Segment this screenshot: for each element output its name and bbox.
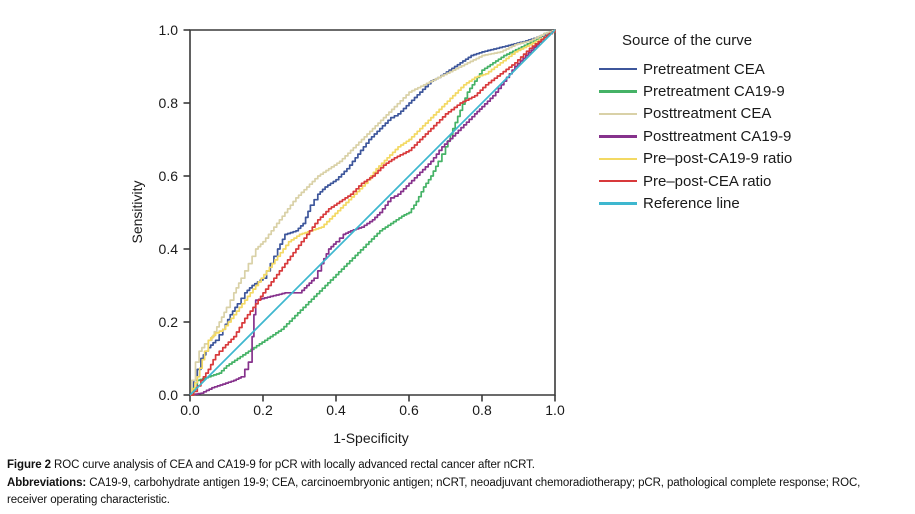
legend-label: Pre–post-CEA ratio <box>643 172 772 190</box>
caption-line-2: Abbreviations: CA19-9, carbohydrate anti… <box>7 475 912 493</box>
caption-abbrev-text-1: CA19-9, carbohydrate antigen 19-9; CEA, … <box>89 476 861 489</box>
y-tick-label: 0.4 <box>158 241 178 257</box>
legend-swatch <box>599 157 637 160</box>
roc-curve-pretreatment-ca19-9 <box>190 30 556 396</box>
x-tick-label: 0.2 <box>253 402 273 418</box>
legend-item-pretreatment-cea: Pretreatment CEA <box>599 58 829 80</box>
legend-item-posttreatment-cea: Posttreatment CEA <box>599 103 829 125</box>
legend-item-posttreatment-ca19-9: Posttreatment CA19-9 <box>599 125 829 147</box>
roc-curve-pre-post-cea-ratio <box>190 30 556 396</box>
legend-item-pretreatment-ca19-9: Pretreatment CA19-9 <box>599 80 829 102</box>
caption-abbrev-label: Abbreviations: <box>7 476 87 489</box>
x-tick-label: 0.8 <box>472 402 492 418</box>
legend-label: Pretreatment CA19-9 <box>643 83 785 101</box>
x-tick-label: 0.6 <box>399 402 419 418</box>
roc-curve-posttreatment-cea <box>190 30 556 396</box>
legend-swatch <box>599 202 637 205</box>
y-tick-label: 0.8 <box>158 95 178 111</box>
legend-swatch <box>599 112 637 116</box>
x-tick-label: 0.4 <box>326 402 346 418</box>
legend-item-reference-line: Reference line <box>599 192 829 214</box>
legend-label: Posttreatment CEA <box>643 105 772 123</box>
legend-swatch <box>599 90 637 93</box>
legend-label: Pretreatment CEA <box>643 60 765 78</box>
legend-label: Reference line <box>643 195 740 213</box>
figure-caption: Figure 2 ROC curve analysis of CEA and C… <box>7 457 912 510</box>
y-tick-label: 1.0 <box>158 22 178 38</box>
caption-line-3: receiver operating characteristic. <box>7 492 912 510</box>
legend-label: Pre–post-CA19-9 ratio <box>643 150 793 168</box>
caption-line-1: Figure 2 ROC curve analysis of CEA and C… <box>7 457 912 475</box>
legend-items: Pretreatment CEA Pretreatment CA19-9 Postt… <box>599 58 829 215</box>
legend-swatch <box>599 67 637 71</box>
reference-line <box>189 29 556 396</box>
roc-curve-pretreatment-cea <box>190 30 556 396</box>
chart-legend: Source of the curve Pretreatment CEA Pret… <box>599 32 829 215</box>
legend-title: Source of the curve <box>622 32 753 49</box>
caption-abbrev-text-2: receiver operating characteristic. <box>7 494 170 506</box>
roc-plot-svg <box>183 29 556 402</box>
legend-item-pre-post-ca19-9-ratio: Pre–post-CA19-9 ratio <box>599 148 829 170</box>
x-axis-label: 1-Specificity <box>333 430 409 446</box>
x-tick-label: 1.0 <box>545 402 565 418</box>
y-tick-label: 0.0 <box>158 387 178 403</box>
legend-label: Posttreatment CA19-9 <box>643 127 792 145</box>
caption-text: ROC curve analysis of CEA and CA19-9 for… <box>54 459 535 471</box>
legend-swatch <box>599 179 637 183</box>
roc-curve-posttreatment-ca19-9 <box>190 30 556 396</box>
x-tick-label: 0.0 <box>180 402 200 418</box>
legend-item-pre-post-cea-ratio: Pre–post-CEA ratio <box>599 170 829 192</box>
y-tick-label: 0.2 <box>158 314 178 330</box>
roc-curve-pre-post-ca19-9-ratio <box>190 30 556 396</box>
y-tick-label: 0.6 <box>158 168 178 184</box>
legend-swatch <box>599 135 637 138</box>
caption-figure-label: Figure 2 <box>7 459 51 471</box>
